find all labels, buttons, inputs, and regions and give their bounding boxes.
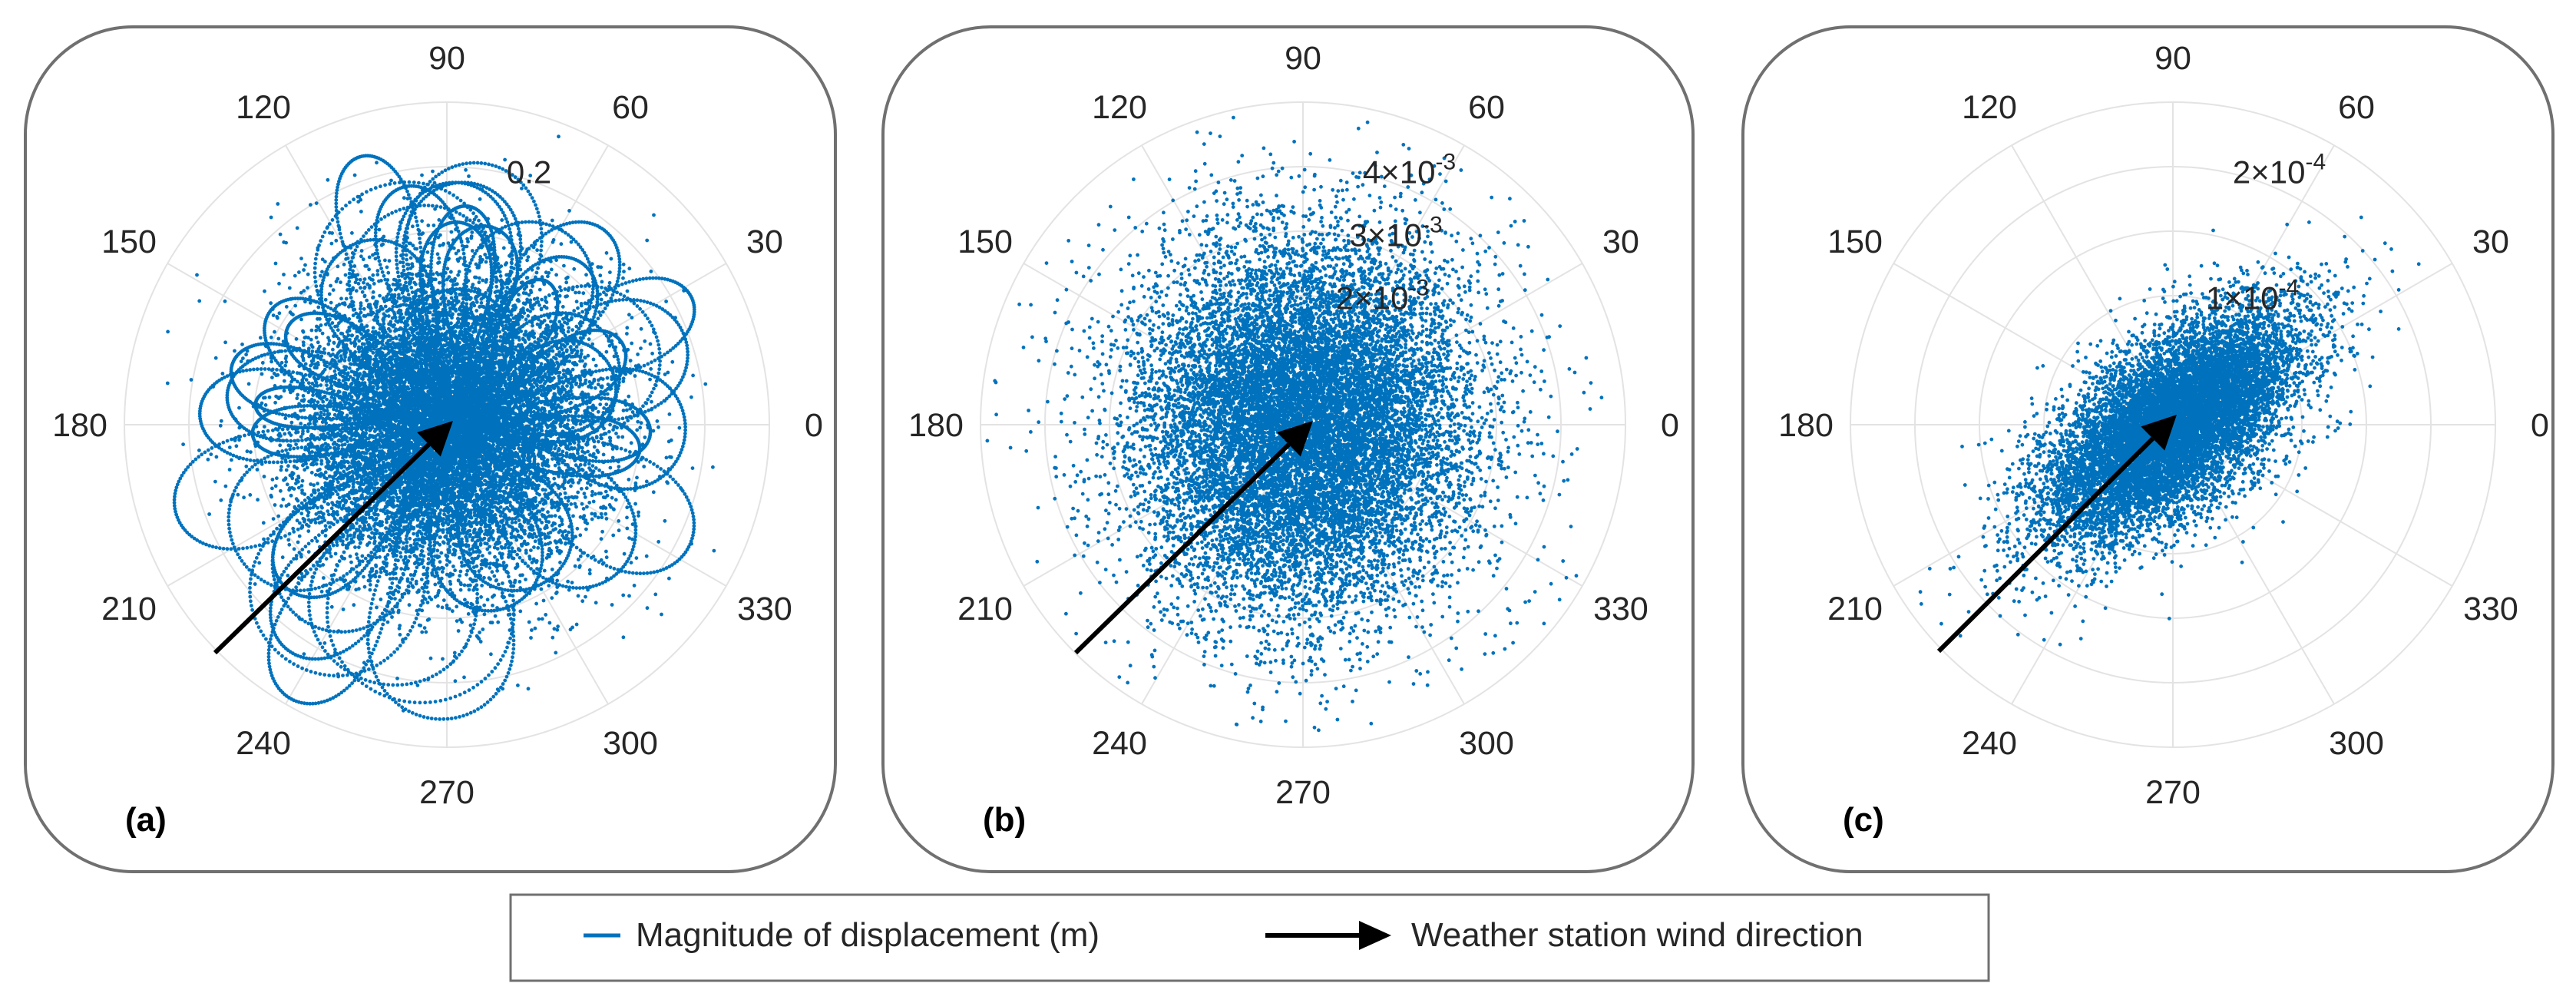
polar-panel-a: 0 30 60 90 120 150 180 210 240 270 300 330 0.2 (a) [24, 25, 837, 873]
theta-tick-label: 120 [236, 89, 291, 126]
theta-tick-label: 330 [737, 591, 792, 627]
legend-box [509, 893, 1990, 982]
wind-arrow-shaft [1936, 436, 2154, 654]
theta-tick-label: 180 [52, 407, 107, 444]
wind-arrow-shaft [1073, 442, 1291, 655]
r-tick-label: 1×10-4 [2206, 276, 2299, 316]
r-tick-label: 3×10-3 [1349, 213, 1442, 253]
theta-tick-label: 300 [603, 725, 658, 762]
grid-spoke [2172, 424, 2335, 705]
theta-tick-label: 330 [2463, 591, 2518, 627]
grid-spoke [1141, 144, 1304, 425]
theta-tick-label: 90 [2154, 40, 2191, 77]
panel-label: (a) [125, 801, 167, 839]
theta-tick-label: 240 [236, 725, 291, 762]
theta-tick-label: 120 [1962, 89, 2017, 126]
r-tick-label: 2×10-4 [2233, 149, 2326, 190]
theta-tick-label: 150 [957, 223, 1013, 260]
theta-tick-label: 90 [428, 40, 465, 77]
theta-tick-label: 30 [2472, 223, 2509, 260]
series-displacement [985, 115, 1604, 733]
wind-arrow-head [1277, 421, 1313, 457]
theta-tick-label: 60 [612, 89, 649, 126]
theta-tick-label: 270 [419, 774, 475, 811]
theta-tick-label: 120 [1092, 89, 1147, 126]
panel-label: (c) [1843, 801, 1884, 839]
theta-tick-label: 60 [2338, 89, 2375, 126]
polar-panel-c: 0 30 60 90 120 150 180 210 240 270 300 330 1×10-4 2×1… [1741, 25, 2555, 873]
theta-tick-label: 0 [805, 407, 823, 444]
wind-arrow-head [417, 421, 453, 457]
theta-tick-label: 210 [957, 591, 1013, 627]
theta-tick-label: 90 [1285, 40, 1321, 77]
theta-tick-label: 150 [101, 223, 157, 260]
legend-label-displacement: Magnitude of displacement (m) [636, 916, 1100, 954]
theta-tick-label: 300 [2329, 725, 2384, 762]
theta-tick-label: 240 [1962, 725, 2017, 762]
r-tick-label: 0.2 [507, 154, 551, 190]
theta-tick-label: 0 [2531, 407, 2549, 444]
r-tick-label: 4×10-3 [1363, 149, 1456, 190]
scatter-points [985, 115, 1604, 733]
legend-label-wind: Weather station wind direction [1411, 916, 1863, 954]
theta-tick-label: 30 [746, 223, 783, 260]
legend-arrow-head [1359, 921, 1391, 950]
panel-label: (b) [983, 801, 1026, 839]
theta-tick-label: 330 [1593, 591, 1648, 627]
theta-tick-label: 210 [1827, 591, 1883, 627]
theta-tick-label: 210 [101, 591, 157, 627]
wind-arrow-head [2141, 415, 2177, 451]
theta-tick-label: 180 [1778, 407, 1834, 444]
theta-tick-label: 60 [1468, 89, 1505, 126]
theta-tick-label: 240 [1092, 725, 1147, 762]
polar-panel-b: 0 30 60 90 120 150 180 210 240 270 300 330 2×10-3 3×1… [881, 25, 1695, 873]
theta-tick-label: 180 [908, 407, 964, 444]
theta-tick-label: 300 [1459, 725, 1514, 762]
theta-tick-label: 270 [2145, 774, 2201, 811]
theta-tick-label: 270 [1275, 774, 1331, 811]
theta-tick-label: 0 [1661, 407, 1679, 444]
r-tick-label: 2×10-3 [1336, 276, 1429, 316]
wind-arrow-shaft [213, 442, 431, 655]
theta-tick-label: 150 [1827, 223, 1883, 260]
theta-tick-label: 30 [1602, 223, 1639, 260]
legend: Magnitude of displacement (m) Weather st… [509, 893, 1990, 982]
